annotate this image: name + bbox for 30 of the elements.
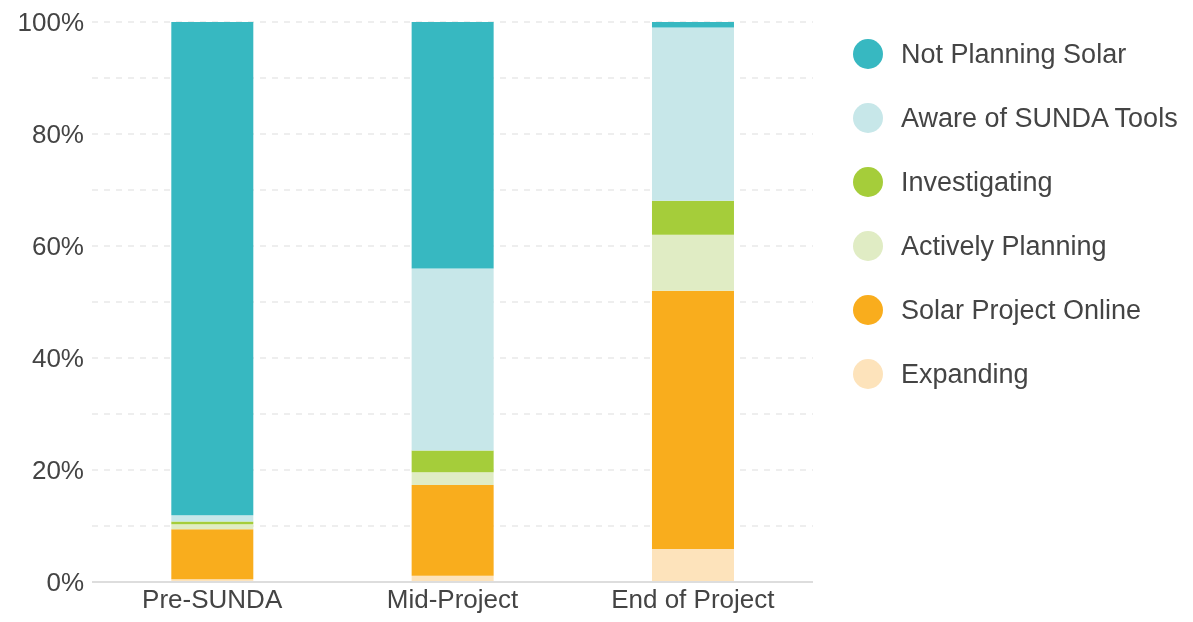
bar [171,524,254,530]
bar [171,515,254,522]
y-tick-label: 100% [17,7,84,38]
x-tick-label: Mid-Project [386,584,520,615]
bar [411,22,494,269]
y-tick-label: 60% [31,231,84,262]
y-tick-label: 0% [46,567,84,598]
y-tick-label: 20% [31,455,84,486]
y-tick-label: 80% [31,119,84,150]
bar [651,27,734,201]
bar [411,472,494,486]
bar [171,22,254,516]
bar [651,22,734,28]
legend-label: Solar Project Online [901,294,1142,326]
bar [411,268,494,451]
legend-label: Investigating [901,166,1053,198]
legend-label: Not Planning Solar [901,38,1127,70]
bar [171,529,254,580]
y-tick-label: 40% [31,343,84,374]
bar [411,485,494,576]
bar [651,548,734,582]
legend-label: Expanding [901,358,1029,390]
legend-label: Aware of SUNDA Tools [901,102,1178,134]
bar [651,290,734,549]
legend-label: Actively Planning [901,230,1107,262]
bar [411,450,494,473]
x-tick-label: Pre-SUNDA [142,584,283,615]
bar [651,200,734,235]
x-tick-label: End of Project [611,584,776,615]
bar [651,234,734,291]
